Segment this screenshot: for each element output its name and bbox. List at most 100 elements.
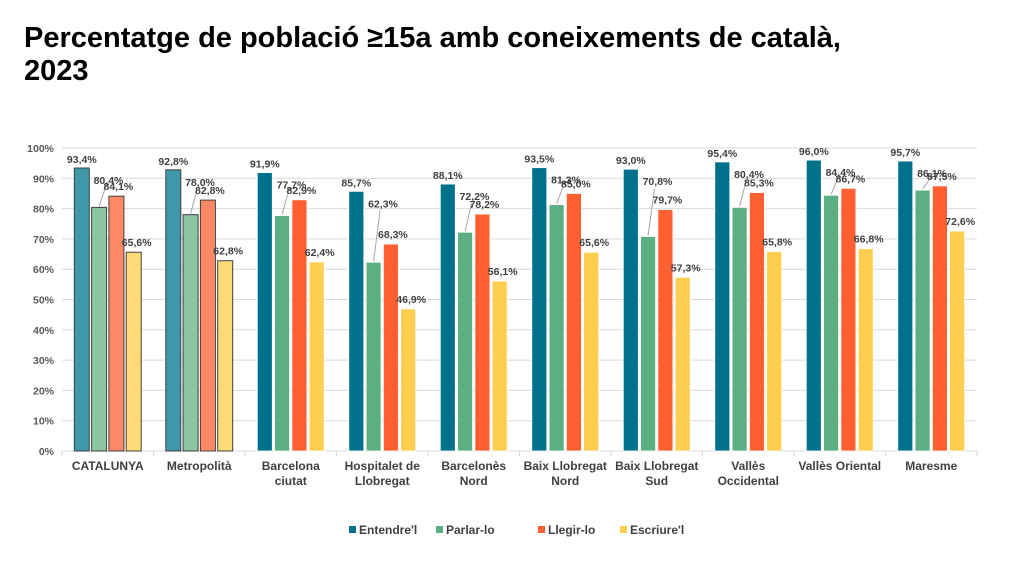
leader-line: [830, 178, 839, 195]
bar: [949, 230, 966, 452]
leader-line: [98, 186, 107, 207]
bar: [531, 167, 548, 452]
leader-line: [922, 179, 930, 190]
x-tick-label: Maresme: [905, 459, 957, 473]
leader-line: [556, 186, 564, 204]
data-label: 70,8%: [643, 176, 673, 188]
bar: [439, 183, 456, 452]
data-label: 88,1%: [433, 170, 463, 182]
x-tick-label: Vallès Occidental: [718, 459, 779, 488]
data-label: 62,3%: [368, 198, 398, 210]
bar: [125, 251, 142, 452]
data-label: 65,6%: [579, 237, 609, 249]
y-tick-label: 100%: [27, 143, 55, 155]
data-label: 84,4%: [826, 167, 856, 179]
legend-label: Escriure'l: [630, 523, 684, 537]
legend: Entendre'l Parlar-lo Llegir-lo Escriure'l: [349, 523, 684, 537]
bar: [657, 209, 674, 452]
data-label: 72,2%: [460, 191, 490, 203]
data-label: 78,0%: [185, 177, 215, 189]
data-label: 62,8%: [213, 246, 243, 258]
data-labels: 93,4%80,4%84,1%65,6%92,8%78,0%82,8%62,8%…: [67, 146, 976, 306]
data-label: 86,1%: [917, 168, 947, 180]
leader-line: [739, 180, 747, 207]
y-tick-label: 50%: [33, 295, 55, 307]
leader-line: [647, 188, 656, 236]
bar: [308, 261, 325, 452]
data-label: 66,8%: [854, 234, 884, 246]
bar: [674, 276, 691, 452]
leader-line: [464, 202, 473, 232]
data-label: 95,4%: [707, 148, 737, 160]
y-tick-label: 20%: [33, 385, 55, 397]
y-tick-label: 70%: [33, 234, 55, 246]
legend-item: Escriure'l: [620, 523, 684, 537]
data-label: 77,7%: [277, 180, 307, 192]
bar: [566, 193, 582, 452]
x-tick-label: Metropolità: [167, 459, 232, 473]
y-tick-label: 80%: [33, 204, 55, 216]
x-tick-label: Baix Llobregat Nord: [524, 459, 607, 488]
bar: [583, 251, 600, 452]
legend-item: Entendre'l: [349, 523, 417, 537]
leader-line: [190, 188, 198, 214]
bar: [348, 190, 365, 452]
x-axis: CATALUNYA Metropolità Barcelona ciutat Hospi…: [61, 450, 978, 488]
bar: [805, 159, 822, 452]
data-label: 81,3%: [551, 175, 581, 187]
data-label: 79,7%: [653, 195, 683, 207]
data-label: 80,4%: [734, 169, 764, 181]
data-label: 82,9%: [287, 185, 317, 197]
data-label: 92,8%: [158, 156, 188, 168]
legend-swatch: [538, 526, 545, 533]
x-tick-label: CATALUNYA: [72, 459, 144, 473]
data-label: 86,7%: [836, 173, 866, 185]
bar: [382, 243, 399, 452]
legend-label: Parlar-lo: [446, 523, 495, 537]
bar: [932, 185, 948, 452]
bar: [491, 280, 508, 452]
leader-line: [281, 191, 290, 215]
legend-swatch: [620, 526, 627, 533]
bar: [91, 206, 108, 452]
data-label: 65,6%: [122, 237, 152, 249]
bar: [274, 215, 291, 452]
bars: [73, 159, 966, 452]
data-label: 84,1%: [104, 181, 134, 193]
data-label: 95,7%: [890, 147, 920, 159]
bar: [766, 251, 783, 452]
data-label: 62,4%: [305, 247, 335, 259]
legend-swatch: [436, 526, 443, 533]
bar: [823, 194, 839, 452]
y-tick-label: 0%: [39, 446, 55, 458]
data-label: 68,3%: [378, 229, 408, 241]
leader-line: [373, 210, 381, 262]
x-tick-label: Barcelonès Nord: [441, 459, 506, 488]
bar: [714, 161, 731, 452]
bar: [640, 236, 656, 452]
bar: [914, 189, 931, 452]
data-label: 87,5%: [927, 171, 957, 183]
bar: [165, 169, 182, 452]
y-tick-label: 30%: [33, 355, 55, 367]
x-tick-label: Barcelona ciutat: [262, 459, 320, 488]
x-tick-label: Hospitalet de Llobregat: [345, 459, 421, 488]
data-label: 82,8%: [195, 185, 225, 197]
legend-item: Llegir-lo: [538, 523, 595, 537]
data-label: 85,7%: [341, 177, 371, 189]
data-label: 46,9%: [396, 294, 426, 306]
y-tick-label: 10%: [33, 416, 55, 428]
data-label: 85,3%: [744, 178, 774, 190]
x-tick-label: Baix Llobregat Sud: [615, 459, 698, 488]
data-label: 85,0%: [561, 178, 591, 190]
bar: [457, 231, 474, 452]
y-axis: 0% 10% 20% 30% 40% 50% 60% 70% 80% 90% 100%: [27, 143, 55, 458]
bar: [199, 199, 216, 452]
data-label: 56,1%: [488, 266, 518, 278]
data-label: 57,3%: [671, 262, 701, 274]
legend-label: Entendre'l: [359, 523, 417, 537]
y-tick-label: 60%: [33, 264, 55, 276]
bar: [400, 308, 417, 452]
bar: [256, 172, 273, 452]
